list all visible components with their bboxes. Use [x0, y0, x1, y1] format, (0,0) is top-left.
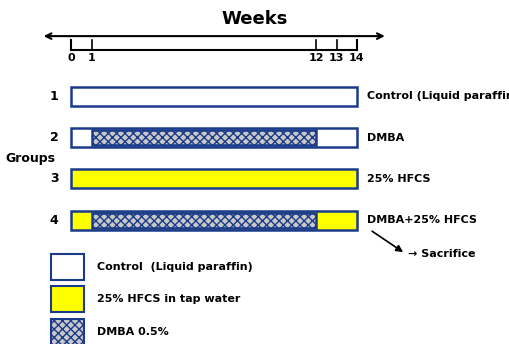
Text: 25% HFCS in tap water: 25% HFCS in tap water [97, 294, 240, 304]
FancyBboxPatch shape [51, 286, 84, 312]
FancyBboxPatch shape [51, 319, 84, 344]
FancyBboxPatch shape [71, 170, 356, 189]
FancyBboxPatch shape [71, 87, 356, 106]
Text: 3: 3 [50, 172, 59, 185]
Text: Control  (Liquid paraffin): Control (Liquid paraffin) [97, 261, 252, 272]
Text: 0: 0 [68, 53, 75, 63]
Text: Control (Liquid paraffin): Control (Liquid paraffin) [366, 91, 509, 101]
FancyBboxPatch shape [71, 128, 356, 147]
Text: DMBA: DMBA [366, 132, 404, 143]
FancyBboxPatch shape [71, 211, 356, 230]
FancyBboxPatch shape [92, 130, 316, 145]
Text: Weeks: Weeks [221, 10, 288, 28]
Text: 14: 14 [349, 53, 364, 63]
Text: 1: 1 [88, 53, 96, 63]
FancyBboxPatch shape [92, 213, 316, 227]
Text: 13: 13 [328, 53, 344, 63]
FancyBboxPatch shape [51, 254, 84, 279]
Text: DMBA+25% HFCS: DMBA+25% HFCS [366, 215, 476, 225]
Text: DMBA 0.5%: DMBA 0.5% [97, 327, 168, 337]
Text: → Sacrifice: → Sacrifice [407, 249, 474, 259]
Text: 1: 1 [50, 90, 59, 103]
Text: 12: 12 [308, 53, 323, 63]
Text: Groups: Groups [5, 152, 55, 165]
Text: 4: 4 [50, 214, 59, 227]
Text: 25% HFCS: 25% HFCS [366, 174, 430, 184]
Text: 2: 2 [50, 131, 59, 144]
